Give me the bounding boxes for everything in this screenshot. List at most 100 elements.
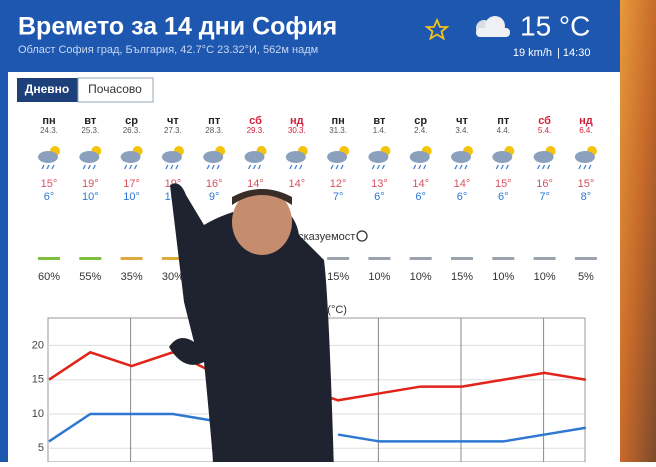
low-temp: 9° — [209, 191, 220, 203]
date: 5.4. — [538, 126, 551, 135]
cloud — [451, 151, 471, 163]
rain — [289, 164, 303, 170]
high-temp: 15° — [41, 178, 58, 190]
rain — [82, 164, 96, 170]
day-name: пт — [208, 115, 221, 127]
date: 4.4. — [497, 126, 510, 135]
rain — [413, 164, 427, 170]
precip-label: 30% — [162, 271, 184, 283]
rain — [124, 164, 138, 170]
tab[interactable] — [77, 77, 154, 103]
presenter-hair — [232, 189, 292, 205]
cloud — [533, 151, 554, 163]
date: 27.3. — [164, 126, 182, 135]
cloud — [368, 151, 389, 163]
temp-line — [48, 412, 587, 443]
forecast-grid: пн24.3.15°6°60%вт25.3.19°10°55%ср26.3.17… — [38, 115, 597, 283]
tab-label[interactable]: Дневно — [25, 82, 69, 96]
cloud — [38, 151, 58, 163]
precip-label: 15% — [327, 271, 349, 283]
rain — [371, 164, 385, 170]
day-name: вт — [84, 115, 97, 127]
subtitle: Област София град, България, 42.7°С 23.3… — [18, 44, 318, 56]
low-temp: 6° — [44, 191, 55, 203]
high-temp: 14° — [412, 178, 429, 190]
low-temp: 10° — [82, 191, 99, 203]
precip-bar — [161, 257, 184, 260]
y-tick-label: 5 — [38, 442, 44, 454]
y-tick-label: 15 — [32, 374, 44, 386]
precip-title: асказуемост — [292, 231, 355, 243]
cloud — [409, 151, 430, 163]
high-temp: 19° — [82, 178, 99, 190]
rain — [578, 164, 592, 170]
precip-label: 10% — [368, 271, 390, 283]
date: 1.4. — [373, 126, 386, 135]
cloud — [244, 151, 265, 163]
rain — [41, 164, 55, 170]
low-temp: 8° — [581, 191, 592, 203]
precip-bar — [79, 257, 102, 260]
title: Времето за 14 дни София — [18, 13, 337, 41]
day-name: пн — [331, 115, 344, 127]
day-name: ср — [125, 115, 138, 127]
rain — [537, 164, 551, 170]
precip-bar — [492, 257, 515, 260]
precip-bar — [574, 257, 597, 260]
precip-bar — [409, 257, 432, 260]
rain — [454, 164, 468, 170]
precip-bar — [533, 257, 556, 260]
rain — [330, 164, 344, 170]
y-tick-label: 20 — [32, 339, 44, 351]
precip-label: 60% — [38, 271, 60, 283]
rain — [495, 164, 509, 170]
date: 30.3. — [288, 126, 306, 135]
weather-icon — [368, 146, 391, 170]
wind: 19 km/h — [513, 47, 552, 59]
weather-icon — [79, 146, 102, 170]
high-temp: 15° — [578, 178, 595, 190]
high-temp: 16° — [536, 178, 553, 190]
day-name: ср — [414, 115, 427, 127]
cloud — [492, 151, 513, 163]
precip-bar — [451, 257, 473, 260]
day-name: пт — [497, 115, 510, 127]
precip-bar — [368, 257, 391, 260]
low-temp: 6° — [374, 191, 385, 203]
date: 28.3. — [205, 126, 223, 135]
day-name: чт — [456, 115, 468, 127]
weather-icon — [451, 146, 473, 170]
low-temp: 6° — [415, 191, 426, 203]
date: 31.3. — [329, 126, 347, 135]
precip-label: 10% — [534, 271, 556, 283]
weather-icon — [327, 146, 350, 170]
precip-label: 10% — [410, 271, 432, 283]
tab-active[interactable] — [17, 78, 78, 102]
day-name: сб — [538, 115, 551, 127]
tab-label[interactable]: Почасово — [88, 82, 142, 96]
weather-icon — [161, 146, 184, 170]
cloud — [120, 151, 141, 163]
cloud — [79, 151, 100, 163]
weather-icon — [533, 146, 556, 170]
low-temp: 7° — [539, 191, 550, 203]
low-temp: 7° — [333, 191, 344, 203]
high-temp: 17° — [123, 178, 140, 190]
high-temp: 16° — [206, 178, 223, 190]
cloud — [574, 151, 595, 163]
day-name: нд — [579, 115, 593, 127]
studio-wall — [620, 0, 656, 462]
rain — [206, 164, 220, 170]
high-temp: 15° — [495, 178, 512, 190]
rain — [247, 164, 262, 170]
precip-bar — [38, 257, 60, 260]
weather-icon — [476, 16, 510, 37]
date: 25.3. — [81, 126, 99, 135]
info-icon — [356, 230, 368, 242]
favorite-star[interactable] — [424, 17, 450, 41]
presenter-head — [232, 189, 292, 255]
precip-label: 5% — [578, 271, 594, 283]
date: 3.4. — [455, 126, 468, 135]
day-name: сб — [249, 115, 262, 127]
high-temp: 14° — [288, 178, 305, 190]
